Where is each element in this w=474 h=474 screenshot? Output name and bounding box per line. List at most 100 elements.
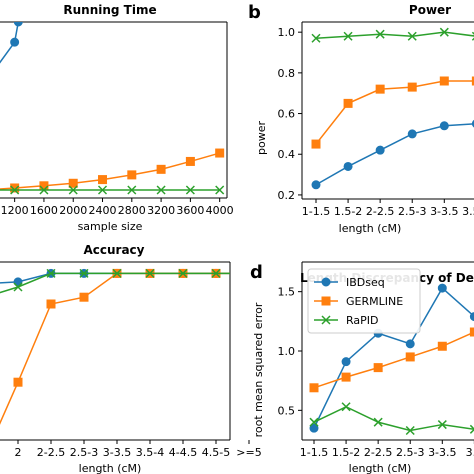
accuracy-series-germline-line <box>0 272 230 425</box>
length-discrepancy-plot-area: 0.5 1.0 1.5 1-1.5 1.5-2 2-2.5 2.5-3 3-3.5 3.5 IBD… <box>278 261 474 459</box>
length-discrepancy-ytick-label-1: 1.0 <box>278 345 296 358</box>
running-time-series-rapid-point-7-stroke-b <box>185 185 195 195</box>
length-discrepancy-series-rapid-point-4 <box>437 420 447 430</box>
accuracy-panel: Accuracy 2 2-2.5 2.5-3 3-3.5 3.5-4 4-4.5 4.5-5… <box>0 243 262 474</box>
length-discrepancy-series-rapid-point-5 <box>469 424 474 434</box>
power-series-germline-point-0 <box>311 139 321 149</box>
length-discrepancy-series-ibdseq-point-1 <box>341 357 351 367</box>
power-ytick-label-0: 0.2 <box>278 189 296 202</box>
legend-entry-germline-marker <box>321 296 331 306</box>
panel-letter-b: b <box>248 2 261 23</box>
running-time-xtick-label-3: 2400 <box>89 204 117 217</box>
power-xtick-label-2: 2-2.5 <box>366 205 394 218</box>
accuracy-series-rapid-point-2 <box>46 268 56 278</box>
length-discrepancy-series-germline-point-0 <box>309 383 319 393</box>
length-discrepancy-panel: d Length Discrepancy of Det 0.51.01.51-1… <box>250 261 474 474</box>
running-time-series-rapid-point-3-stroke-b <box>68 185 78 195</box>
running-time-series-rapid-point-4-stroke-b <box>97 185 108 195</box>
accuracy-xtick-label-6: 4.5-5 <box>202 446 230 459</box>
power-xtick-label-3: 2.5-3 <box>398 205 426 218</box>
running-time-title: Running Time <box>63 3 156 17</box>
power-series-ibdseq-point-2 <box>375 145 385 155</box>
accuracy-series-rapid-point-6 <box>178 268 188 278</box>
power-xtick-label-4: 3-3.5 <box>430 205 458 218</box>
length-discrepancy-ytick-label-2: 1.5 <box>278 286 296 299</box>
running-time-series-rapid-point-7 <box>185 185 195 195</box>
length-discrepancy-series-rapid-point-4-stroke-b <box>437 420 447 430</box>
power-series-ibdseq-point-1 <box>343 161 353 171</box>
power-title: Power <box>409 3 451 17</box>
length-discrepancy-xtick-label-1: 1.5-2 <box>332 446 360 459</box>
running-time-xtick-label-7: 4000 <box>206 204 234 217</box>
power-series-germline-point-3 <box>407 82 417 92</box>
accuracy-series-group <box>0 268 230 425</box>
accuracy-series-rapid-point-4-stroke-b <box>112 268 122 278</box>
accuracy-xtick-label-0: 2 <box>15 446 22 459</box>
accuracy-series-rapid-point-5-stroke-b <box>145 268 155 278</box>
running-time-xtick-label-4: 2800 <box>118 204 146 217</box>
running-time-series-rapid-point-6-stroke-b <box>156 185 166 195</box>
length-discrepancy-series-germline-point-2 <box>373 363 383 373</box>
running-time-series-rapid-point-3 <box>68 185 78 195</box>
accuracy-xtick-label-2: 2.5-3 <box>70 446 98 459</box>
power-series-group <box>311 27 474 190</box>
length-discrepancy-xtick-label-4: 3-3.5 <box>428 446 456 459</box>
length-discrepancy-series-rapid-point-2-stroke-b <box>373 417 383 427</box>
power-series-rapid-line <box>315 31 474 40</box>
running-time-series-germline-point-4 <box>98 175 108 185</box>
running-time-series-rapid-point-5 <box>127 185 137 195</box>
length-discrepancy-series-rapid-point-3 <box>405 425 415 436</box>
accuracy-series-rapid-point-7-stroke-b <box>211 268 221 278</box>
length-discrepancy-series-germline-point-5 <box>469 327 474 337</box>
length-discrepancy-xtick-label-0: 1-1.5 <box>300 446 328 459</box>
accuracy-xtick-label-4: 3.5-4 <box>136 446 164 459</box>
legend-entry-ibdseq-marker <box>321 277 331 287</box>
length-discrepancy-series-rapid-point-3-stroke-b <box>405 425 415 436</box>
running-time-series-rapid-point-4 <box>97 185 108 195</box>
legend-entry-rapid-marker-stroke-b <box>321 315 331 325</box>
length-discrepancy-series-rapid-point-2 <box>373 417 383 427</box>
running-time-series-germline-point-6 <box>156 164 166 174</box>
running-time-series-rapid-point-8 <box>215 185 225 195</box>
length-discrepancy-series-rapid-point-0-stroke-b <box>309 417 319 427</box>
running-time-series-rapid-point-1 <box>10 185 20 195</box>
power-panel: b Power 0.2 0.4 0.6 0.8 1.0 1-1.5 1.5-2 2-2.5 2.… <box>248 2 474 235</box>
power-series-rapid-point-1-stroke-b <box>343 31 353 41</box>
length-discrepancy-series-rapid-point-1 <box>341 402 351 412</box>
running-time-series-germline-point-1 <box>10 183 20 193</box>
running-time-series-germline-point-5 <box>127 170 137 180</box>
accuracy-xlabel: length (cM) <box>79 462 142 474</box>
running-time-xtick-label-2: 2000 <box>59 204 87 217</box>
running-time-series-ibdseq-point-1 <box>10 37 20 47</box>
running-time-series-rapid-point-2-stroke-b <box>39 185 49 195</box>
length-discrepancy-series-ibdseq-point-0 <box>309 423 319 433</box>
length-discrepancy-series-germline-line <box>313 331 474 389</box>
power-ytick-label-4: 1.0 <box>278 26 296 39</box>
legend-entry-rapid-marker <box>321 315 331 325</box>
power-series-rapid-point-3 <box>407 31 417 41</box>
accuracy-series-rapid-point-4 <box>112 268 122 278</box>
power-series-germline-point-5 <box>471 76 474 86</box>
length-discrepancy-legend: IBDseq GERMLINE RaPID <box>307 268 421 334</box>
length-discrepancy-series-rapid-point-5-stroke-b <box>469 428 474 434</box>
legend-frame <box>307 268 421 334</box>
legend-entry-germline-label: GERMLINE <box>346 295 403 308</box>
running-time-series-rapid-point-1-stroke-b <box>10 185 20 195</box>
power-series-germline-point-2 <box>375 84 385 94</box>
accuracy-series-ibdseq-point-1 <box>13 277 23 287</box>
length-discrepancy-series-germline-point-4 <box>437 341 447 351</box>
power-xlabel: length (cM) <box>339 222 402 235</box>
length-discrepancy-series-rapid-point-5-stroke-a <box>469 424 474 431</box>
power-series-rapid-point-0 <box>311 33 321 43</box>
power-series-ibdseq-line <box>315 123 474 186</box>
accuracy-xtick-label-7: >=5 <box>236 446 261 459</box>
running-time-series-rapid-point-8-stroke-b <box>215 185 225 195</box>
power-series-ibdseq-point-0 <box>311 180 321 190</box>
accuracy-plot-area: 2 2-2.5 2.5-3 3-3.5 3.5-4 4-4.5 4.5-5 >=5 <box>0 261 262 459</box>
accuracy-xtick-label-3: 3-3.5 <box>103 446 131 459</box>
accuracy-series-rapid-point-6-stroke-b <box>178 268 188 278</box>
length-discrepancy-ylabel: root mean squared error <box>252 302 265 437</box>
running-time-series-rapid-point-2 <box>39 185 49 195</box>
running-time-series-rapid-point-6 <box>156 185 166 195</box>
running-time-series-ibdseq-line <box>0 22 20 64</box>
